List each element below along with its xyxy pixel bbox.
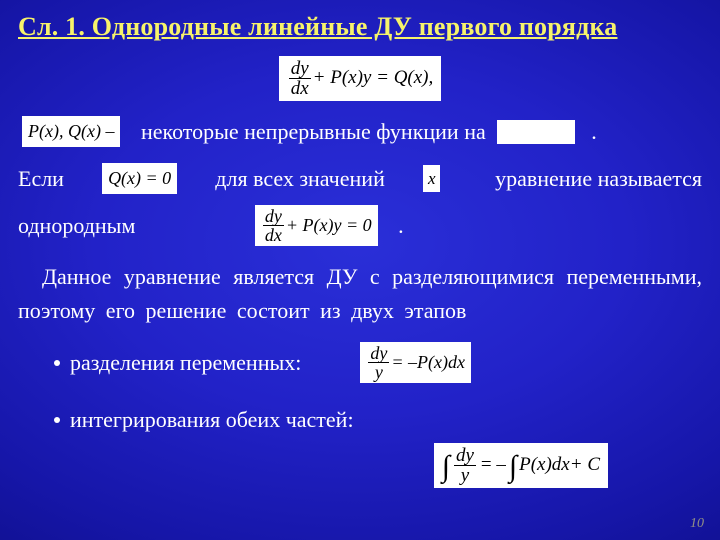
formula-separated: dy y = –P(x)dx xyxy=(360,342,471,383)
slide: Сл. 1. Однородные линейные ДУ первого по… xyxy=(0,0,720,540)
bullet1-label: разделения переменных: xyxy=(70,350,301,376)
period: . xyxy=(591,115,597,148)
word-homogeneous: однородным xyxy=(18,209,135,242)
word-if: Если xyxy=(18,162,64,195)
bullet-separation: разделения переменных: dy y = –P(x)dx xyxy=(54,342,702,383)
bullet-integration: интегрирования обеих частей: xyxy=(54,407,702,433)
formula-main-ode: dy dx + P(x)y = Q(x), xyxy=(279,56,442,101)
spacer3 xyxy=(135,209,251,242)
frac-den: y xyxy=(373,363,385,381)
fraction-dy-dx-2: dy dx xyxy=(263,207,284,244)
formula-homog-ode: dy dx + P(x)y = 0 xyxy=(255,205,378,246)
line-if: Если Q(x) = 0 для всех значений x уравне… xyxy=(18,162,702,195)
page-number: 10 xyxy=(690,516,704,532)
bullet2-label: интегрирования обеих частей: xyxy=(70,407,354,433)
formula-rhs-mid: P(x)dx xyxy=(519,451,570,480)
frac-den: dx xyxy=(263,226,284,244)
paragraph-separable: Данное уравнение является ДУ с разделяющ… xyxy=(18,260,702,328)
formula-tail: + P(x)y = 0 xyxy=(286,212,372,239)
fraction-dy-y: dy y xyxy=(368,344,389,381)
integral-icon: ∫ xyxy=(509,455,517,479)
line-homogeneous: однородным dy dx + P(x)y = 0 . xyxy=(18,205,702,246)
text-continuous xyxy=(124,115,141,148)
frac-den: y xyxy=(459,466,471,485)
frac-num: dy xyxy=(368,344,389,363)
frac-num: dy xyxy=(454,446,476,466)
formula-plus-c: + C xyxy=(570,451,600,480)
slide-title: Сл. 1. Однородные линейные ДУ первого по… xyxy=(18,12,702,42)
spacer xyxy=(486,115,497,148)
formula-integral: ∫ dy y = – ∫ P(x)dx + C xyxy=(434,443,608,488)
formula-qzero: Q(x) = 0 xyxy=(102,163,177,194)
bullet-dot-icon xyxy=(54,360,60,366)
formula-tail: + P(x)y = Q(x), xyxy=(313,64,434,93)
period2: . xyxy=(398,209,404,242)
formula-pxqx: P(x), Q(x) – xyxy=(22,116,120,147)
equation-row-main: dy dx + P(x)y = Q(x), xyxy=(18,56,702,101)
text-forall: для всех значений xyxy=(215,162,385,195)
equals: = – xyxy=(481,451,506,480)
blank-interval xyxy=(497,120,575,144)
integral-icon: ∫ xyxy=(442,455,450,479)
spacer5 xyxy=(301,350,356,376)
spacer4 xyxy=(382,209,399,242)
fraction-dy-dx: dy dx xyxy=(289,59,311,98)
formula-rhs: = –P(x)dx xyxy=(391,352,465,373)
spacer2 xyxy=(575,115,592,148)
frac-num: dy xyxy=(263,207,284,226)
bullet-dot-icon xyxy=(54,417,60,423)
line-pxqx: P(x), Q(x) – некоторые непрерывные функц… xyxy=(18,115,702,148)
text-continuous-label: некоторые непрерывные функции на xyxy=(141,115,486,148)
formula-x: x xyxy=(423,165,441,193)
equation-row-integral: ∫ dy y = – ∫ P(x)dx + C xyxy=(18,443,702,488)
text-called: уравнение называется xyxy=(479,162,702,195)
frac-num: dy xyxy=(289,59,311,79)
frac-den: dx xyxy=(289,79,311,98)
fraction-dy-y-2: dy y xyxy=(454,446,476,485)
